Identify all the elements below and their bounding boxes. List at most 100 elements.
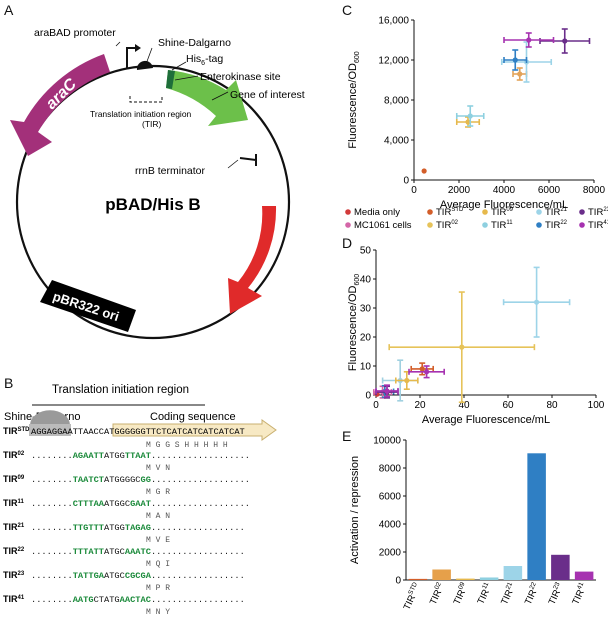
legend-label: TIRSTD: [436, 207, 464, 218]
y-tick-label: 0: [403, 176, 409, 187]
sequence-segment: AATG: [73, 595, 94, 605]
sequence-segment: TTTATT: [73, 547, 104, 557]
tir-variant-sequence: ........AATGCTATGAACTAC.................…: [31, 595, 245, 605]
tick-prefix: TIR: [570, 588, 586, 607]
legend-text: TIR: [436, 207, 451, 218]
arac-gene-arrow: [10, 54, 110, 156]
bar: [456, 578, 475, 580]
legend-text: TIR: [491, 207, 506, 218]
tir-variant-aa: M N Y: [146, 608, 170, 617]
legend-sup: 11: [506, 220, 513, 226]
legend-text: TIR: [588, 207, 603, 218]
tir-variant-name: TIR41: [3, 594, 25, 604]
tick-sup: STD: [407, 581, 419, 596]
plasmid-backbone: [15, 64, 291, 340]
tir-name-sup: 21: [18, 523, 25, 529]
bar: [551, 554, 570, 580]
sequence-segment: ........: [31, 595, 73, 605]
legend-marker: [579, 222, 585, 228]
sequence-segment: TTG: [73, 523, 89, 533]
chart-legend: Media onlyTIRSTDTIR09TIR21TIR23MC1061 ce…: [345, 207, 608, 231]
y-label-sub: 600: [354, 51, 361, 63]
sequence-segment: AACTAC: [120, 595, 151, 605]
tir-variant-sequence: ........TTTATTATGCAAATC.................…: [31, 547, 245, 557]
tir-name-sup: 11: [18, 499, 25, 505]
sequence-segment: ........: [31, 451, 73, 461]
legend-label: TIR21: [545, 207, 568, 218]
sequence-segment: CTATG: [94, 595, 120, 605]
x-tick-label: TIR41: [569, 581, 590, 607]
cds-column-label: Coding sequence: [150, 411, 236, 423]
x-tick-label: TIR11: [475, 581, 495, 606]
y-tick-label: 50: [360, 246, 372, 257]
y-tick-label: 30: [360, 304, 372, 315]
sequence-segment: ........: [31, 475, 73, 485]
tir-variant-aa: M V E: [146, 536, 170, 545]
tir-variant-sequence: ........CTTTAAATGGCGAAT.................…: [31, 499, 250, 509]
sequence-segment: ATGG: [104, 523, 125, 533]
sequence-segment: TTAAT: [125, 451, 151, 461]
tick-sup: 09: [457, 581, 467, 591]
tick-prefix: TIR: [547, 588, 563, 607]
x-tick-label: TIR22: [522, 581, 543, 607]
tick-prefix: TIR: [428, 588, 444, 607]
legend-marker: [579, 209, 585, 215]
tir-variant-rows: TIR02 ........AGAATTATGGTTAAT............…: [3, 450, 250, 617]
data-point: [562, 38, 568, 44]
tir-name-text: TIR: [3, 474, 18, 484]
chart-c: 0 2000 4000 6000 8000 0 4,000 8,000 12,000 16,000…: [347, 16, 606, 212]
y-axis-label: Activation / repression: [349, 456, 361, 564]
x-axis-label: Average Fluorescence/mL: [422, 414, 550, 426]
legend-sup: 21: [560, 207, 567, 213]
tick-sup: 41: [576, 581, 586, 591]
plasmid-map: araC AmpR pBR322 ori araBAD promoter Shi…: [10, 27, 305, 340]
x-tick-label: 2000: [448, 185, 471, 196]
plasmid-name: pBAD/His B: [105, 195, 200, 214]
tir-name-text: TIR: [3, 570, 18, 580]
legend-text: TIR: [545, 220, 560, 231]
legend-label: TIR09: [491, 207, 514, 218]
sequence-segment: AGAATT: [73, 451, 104, 461]
data-point: [384, 388, 390, 394]
bar: [527, 453, 546, 580]
sequence-segment: CGCGA: [125, 571, 152, 581]
tir-name-text: TIR: [3, 450, 18, 460]
tick-prefix: TIR: [476, 588, 492, 607]
his-tag-label: His6-tag: [186, 53, 223, 67]
legend-text: TIR: [491, 220, 506, 231]
legend-marker: [427, 209, 433, 215]
bar: [479, 577, 499, 580]
ori-box: [40, 280, 136, 332]
tir-variant-name: TIR22: [3, 546, 25, 556]
data-point: [534, 299, 540, 305]
y-label-text: Fluorescence/OD: [347, 63, 359, 149]
data-point: [512, 57, 518, 63]
tir-variant-name: TIR11: [3, 498, 25, 508]
legend-label: TIR22: [545, 220, 568, 231]
sd-callout: [145, 47, 153, 65]
tir-variant-aa: M P R: [146, 584, 170, 593]
term-callout: [227, 159, 239, 169]
x-tick-label: 6000: [538, 185, 561, 196]
tir-name-sup: 02: [18, 451, 25, 457]
sequence-segment: ..................: [151, 523, 245, 533]
sequence-segment: ........: [31, 499, 73, 509]
tir-name-sup: 23: [18, 571, 25, 577]
legend-label: TIR23: [588, 207, 608, 218]
legend-marker: [536, 209, 542, 215]
legend-sup: 22: [560, 220, 567, 226]
legend-label: TIR11: [491, 220, 513, 231]
legend-marker: [482, 222, 488, 228]
his-callout: [171, 61, 187, 71]
x-tick-label: 40: [458, 400, 470, 411]
y-tick-label: 0: [365, 391, 371, 402]
tick-prefix: TIR: [499, 588, 515, 607]
legend-text: TIR: [545, 207, 560, 218]
x-tick-label: 0: [373, 400, 379, 411]
amp-gene-arrow: [228, 206, 277, 314]
tir-label-2: (TIR): [142, 119, 162, 129]
tir-name-sup: 09: [18, 475, 25, 481]
tir-variant-aa: M V N: [146, 464, 170, 473]
tir-variant-aa: M A N: [146, 512, 170, 521]
legend-label: Media only: [354, 207, 400, 218]
